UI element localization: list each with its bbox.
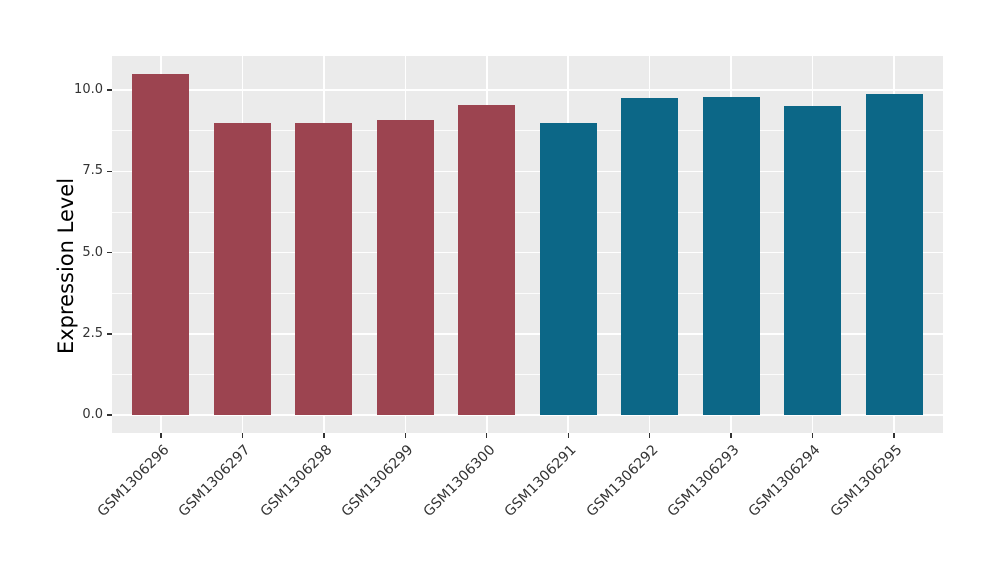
x-axis-tick [241, 433, 244, 438]
bar [295, 122, 353, 416]
x-axis-tick [486, 433, 488, 438]
y-axis-tick-label: 10.0 [74, 82, 103, 98]
bar [132, 73, 190, 416]
y-axis-tick [107, 251, 112, 254]
y-axis-tick-label: 2.5 [82, 325, 103, 341]
x-axis-tick-label: GSM1306297 [175, 442, 254, 520]
y-axis-tick [107, 333, 112, 335]
bar [539, 122, 597, 416]
y-axis-tick-label: 0.0 [82, 407, 103, 423]
x-axis-tick [811, 433, 814, 438]
bar [702, 96, 760, 416]
x-axis-tick-label: GSM1306298 [257, 442, 336, 520]
major-gridline-y [112, 170, 943, 173]
major-gridline-y [112, 89, 943, 91]
y-axis-tick-label: 7.5 [82, 163, 103, 179]
x-axis-tick-label: GSM1306300 [420, 442, 499, 520]
y-axis-tick [107, 170, 112, 173]
major-gridline-y [112, 333, 943, 335]
bar [621, 97, 679, 416]
bar [784, 106, 842, 416]
major-gridline-y [112, 251, 943, 254]
x-axis-tick [404, 433, 406, 438]
x-axis-tick [160, 433, 162, 438]
minor-gridline-y [112, 292, 943, 294]
x-axis-tick [893, 433, 895, 438]
x-axis-tick [649, 433, 651, 438]
x-axis-tick-label: GSM1306295 [827, 442, 906, 520]
minor-gridline-y [112, 374, 943, 375]
bar [376, 120, 434, 416]
x-axis-tick [730, 433, 732, 438]
y-axis-tick-label: 5.0 [82, 244, 103, 260]
x-axis-tick [567, 433, 569, 438]
y-axis-tick [107, 414, 112, 416]
bar [458, 104, 516, 416]
plot-panel [112, 56, 943, 433]
x-axis-tick-label: GSM1306293 [664, 442, 743, 520]
bar [213, 122, 271, 416]
major-gridline-y [112, 414, 943, 416]
bar [865, 94, 923, 416]
x-axis-tick-label: GSM1306299 [338, 442, 417, 520]
minor-gridline-y [112, 130, 943, 132]
x-axis-tick-label: GSM1306294 [746, 442, 824, 520]
x-axis-tick [323, 433, 325, 438]
y-axis-tick [107, 89, 112, 91]
x-axis-tick-label: GSM1306291 [501, 442, 580, 520]
x-axis-tick-label: GSM1306292 [583, 442, 662, 520]
x-axis-tick-label: GSM1306296 [94, 442, 173, 520]
minor-gridline-y [112, 211, 943, 213]
